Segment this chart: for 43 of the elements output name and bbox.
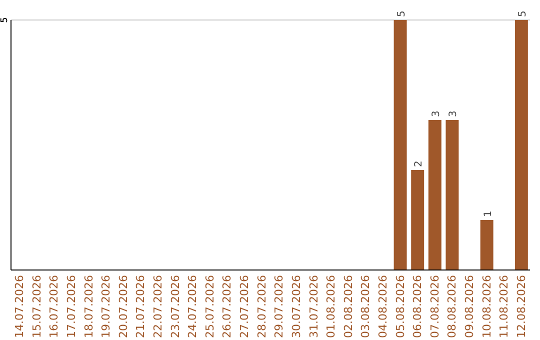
- bar: [480, 220, 494, 270]
- bar: [446, 120, 459, 270]
- x-tick-label: 03.08.2026: [359, 275, 372, 338]
- x-tick-label: 29.07.2026: [272, 275, 286, 338]
- x-tick-label: 07.08.2026: [428, 275, 442, 338]
- x-tick-label: 31.07.2026: [307, 275, 320, 338]
- x-tick-label: 11.08.2026: [498, 275, 511, 338]
- x-tick-label: 21.07.2026: [134, 275, 148, 338]
- data-label: 5: [396, 10, 408, 17]
- x-tick-label: 20.07.2026: [116, 275, 130, 338]
- x-tick-label: 04.08.2026: [376, 275, 390, 338]
- x-tick-label: 30.07.2026: [290, 275, 303, 338]
- x-tick-label: 26.07.2026: [220, 275, 234, 338]
- x-tick-label: 10.08.2026: [480, 275, 494, 338]
- data-label: 3: [448, 110, 460, 117]
- x-tick-label: 14.07.2026: [13, 275, 26, 338]
- data-label: 2: [414, 160, 425, 167]
- x-tick-label: 22.07.2026: [152, 275, 165, 338]
- x-tick-label: 25.07.2026: [203, 275, 216, 338]
- x-tick-label: 05.08.2026: [394, 275, 407, 338]
- bar: [394, 20, 407, 270]
- x-tick-label: 02.08.2026: [342, 275, 355, 338]
- bar: [428, 120, 442, 270]
- data-label: 1: [482, 210, 494, 217]
- data-label: 3: [430, 110, 442, 117]
- x-tick-label: 23.07.2026: [168, 275, 182, 338]
- x-tick-label: 17.07.2026: [64, 275, 78, 338]
- x-tick-label: 16.07.2026: [48, 275, 61, 338]
- x-tick-label: 18.07.2026: [82, 275, 96, 338]
- x-tick-label: 08.08.2026: [446, 275, 459, 338]
- ref-line-label: 5: [0, 17, 10, 23]
- bar: [411, 170, 424, 270]
- x-tick-label: 01.08.2026: [324, 275, 338, 338]
- x-tick-label: 28.07.2026: [255, 275, 268, 338]
- x-tick-label: 09.08.2026: [463, 275, 476, 338]
- bar: [514, 20, 528, 270]
- x-tick-label: 06.08.2026: [411, 275, 424, 338]
- data-label: 5: [517, 10, 528, 17]
- x-tick-label: 12.08.2026: [514, 275, 528, 338]
- x-tick-label: 24.07.2026: [186, 275, 200, 338]
- x-tick-label: 15.07.2026: [30, 275, 44, 338]
- x-tick-label: 27.07.2026: [238, 275, 252, 338]
- x-tick-label: 19.07.2026: [100, 275, 113, 338]
